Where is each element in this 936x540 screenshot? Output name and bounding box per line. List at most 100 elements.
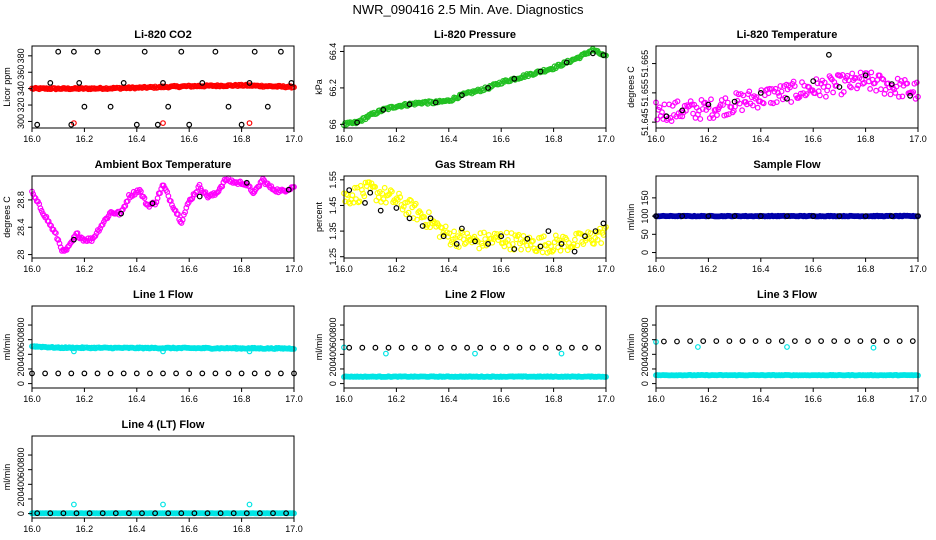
x-tick-label: 16.8 — [233, 134, 251, 144]
data-point-cal — [139, 510, 145, 517]
points — [29, 48, 297, 128]
data-point-cal — [99, 510, 106, 517]
data-point-sample — [188, 196, 195, 203]
data-point-cal — [498, 233, 505, 240]
y-tick-label: 0 — [328, 381, 338, 386]
data-point-cal — [731, 213, 738, 220]
y-tick-label: 66.4 — [328, 43, 338, 61]
data-point-sample — [349, 192, 356, 199]
data-point-cal — [511, 75, 518, 82]
data-point-cal — [862, 213, 869, 220]
data-point-cal — [451, 344, 457, 351]
data-point-sample — [802, 92, 809, 99]
y-tick-label: 100 — [640, 209, 650, 224]
data-point-dips — [160, 348, 166, 355]
figure-title: NWR_090416 2.5 Min. Ave. Diagnostics — [353, 2, 584, 17]
data-point-cal — [784, 213, 790, 220]
data-point-cal — [199, 79, 206, 86]
data-point-sample — [63, 246, 70, 253]
plot-frame — [343, 175, 607, 259]
data-point-cal — [784, 95, 790, 102]
data-point-sample — [797, 90, 804, 97]
data-point-sample — [141, 195, 148, 202]
data-point-sample — [179, 216, 186, 223]
data-point-sample — [202, 189, 209, 196]
data-point-cal — [432, 99, 439, 106]
data-point-cal — [831, 338, 838, 345]
data-point-sample — [393, 195, 400, 202]
data-point-cal — [844, 338, 851, 345]
data-point-sample — [699, 106, 706, 112]
data-point-cal — [196, 193, 203, 200]
data-point-cal — [270, 510, 276, 517]
data-point-cal — [238, 370, 245, 377]
y-tick-label: 200 — [328, 361, 338, 376]
chart-title: Li-820 Pressure — [434, 29, 516, 41]
chart-title: Line 1 Flow — [133, 289, 193, 301]
data-point-sample — [873, 87, 879, 94]
data-point-sample — [383, 199, 389, 206]
data-point-dips — [784, 344, 790, 350]
y-tick-label: 300 — [16, 114, 26, 129]
data-point-sample — [215, 188, 222, 195]
data-point-sample — [415, 209, 422, 216]
data-point-cal — [485, 84, 492, 91]
y-tick-label: 800 — [328, 318, 338, 333]
data-point-sample — [594, 236, 601, 243]
data-point-sample — [867, 85, 873, 92]
data-point-cal — [199, 370, 206, 377]
data-point-cal — [896, 338, 903, 345]
y-axis-label: Licor ppm — [2, 67, 12, 107]
data-point-sample — [99, 221, 106, 228]
data-point-cal — [731, 98, 738, 105]
data-point-sample — [878, 86, 884, 93]
x-tick-label: 16.2 — [76, 134, 94, 144]
data-point-sample — [744, 101, 750, 108]
y-tick-label: 28 — [16, 250, 26, 260]
y-tick-label: 1.45 — [328, 197, 338, 215]
data-point-sample — [481, 229, 487, 236]
data-point-outliers — [160, 120, 166, 126]
data-point-cal — [726, 338, 733, 345]
data-point-cal — [438, 344, 444, 351]
data-point-cal — [120, 79, 127, 86]
data-point-cal — [385, 344, 392, 351]
data-point-sample — [557, 247, 564, 254]
x-tick-label: 16.0 — [647, 264, 665, 274]
data-point-sample — [536, 234, 542, 241]
data-point-cal — [47, 510, 54, 517]
plot-frame — [31, 305, 295, 389]
data-point-sample — [880, 76, 887, 83]
data-point-cal — [362, 199, 368, 206]
data-point-sample — [375, 194, 382, 201]
y-tick-label: 600 — [328, 332, 338, 347]
data-point-cal — [810, 213, 817, 220]
data-point-cal — [94, 48, 101, 55]
data-point-cal — [283, 510, 290, 517]
y-axis-label: degrees C — [2, 196, 12, 238]
data-point-cal — [149, 200, 156, 207]
data-point-cal — [230, 510, 237, 517]
data-point-sample — [770, 100, 777, 107]
data-point-sample — [495, 237, 502, 244]
data-point-sample — [855, 82, 862, 89]
y-tick-label: 50 — [640, 229, 650, 239]
data-point-sample — [803, 91, 810, 97]
data-point-cal — [459, 92, 465, 99]
x-tick-label: 16.4 — [128, 134, 146, 144]
data-point-cal — [81, 103, 88, 110]
data-point-sample — [854, 85, 860, 92]
data-point-sample — [96, 228, 102, 234]
data-point-cal — [739, 338, 746, 345]
x-tick-label: 16.4 — [128, 264, 146, 274]
data-point-sample — [361, 193, 368, 200]
data-point-cal — [107, 103, 114, 110]
data-point-cal — [485, 240, 492, 247]
y-tick-label: 360 — [16, 65, 26, 80]
data-point-cal — [76, 79, 83, 86]
data-point-cal — [569, 344, 575, 351]
data-point-cal — [165, 103, 172, 110]
data-point-outliers — [246, 120, 253, 126]
data-point-cal — [246, 79, 253, 86]
data-point-sample — [913, 79, 920, 86]
